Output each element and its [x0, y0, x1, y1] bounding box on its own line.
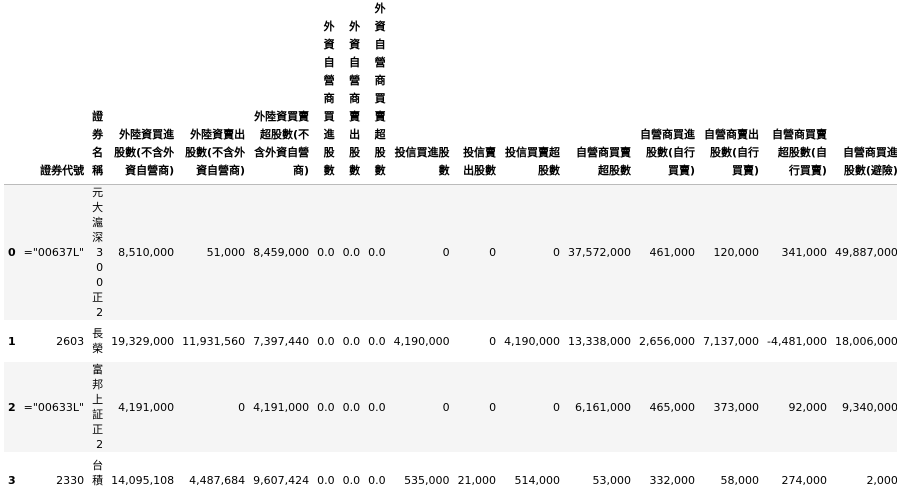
- table-cell: 461,000: [649, 246, 696, 259]
- table-cell: 0.0: [317, 400, 335, 414]
- row-index: 0: [8, 246, 16, 259]
- table-cell: 0: [442, 246, 450, 259]
- column-header: 外陸資賣出股數(不含外資自營商): [185, 128, 246, 177]
- header-row: 證券代號 證券名稱 外陸資買進股數(不含外資自營商) 外陸資賣出股數(不含外資自營商)…: [4, 0, 897, 185]
- table-cell: 0: [489, 334, 497, 348]
- column-header: 自營商賣出股數(自行買賣): [704, 128, 759, 177]
- table-cell: 7,137,000: [703, 334, 759, 348]
- table-cell: 4,191,000: [253, 400, 310, 414]
- column-header: 外資自營商買進股數: [323, 20, 335, 177]
- index-header: [4, 0, 20, 185]
- table-cell: 49,887,000: [834, 246, 897, 259]
- table-body: 0 ="00637L" 元大滬深300正2 8,510,000 51,000 8,459,…: [4, 184, 897, 489]
- table-cell: 13,338,000: [568, 334, 632, 348]
- table-cell: 6,161,000: [575, 400, 632, 414]
- table-row: 0 ="00637L" 元大滬深300正2 8,510,000 51,000 8,459,…: [4, 184, 897, 320]
- table-row: 2 ="00633L" 富邦上証正2 4,191,000 0 4,191,000 0.0 0.…: [4, 362, 897, 452]
- table-cell: 4,190,000: [504, 334, 561, 348]
- column-header: 自營商買賣超股數(自行買賣): [771, 128, 827, 177]
- table-cell: 37,572,000: [568, 246, 632, 259]
- column-header: 外陸資買賣超股數(不含外資自營商): [254, 110, 310, 177]
- table-cell: 341,000: [781, 246, 827, 259]
- table-cell: 9,340,000: [841, 400, 897, 414]
- column-header: 自營商買賣超股數: [576, 146, 632, 177]
- table-cell: 51,000: [206, 246, 246, 259]
- column-header: 外陸資買進股數(不含外資自營商): [114, 128, 175, 177]
- dataframe-table: 證券代號 證券名稱 外陸資買進股數(不含外資自營商) 外陸資賣出股數(不含外資自營商)…: [4, 0, 897, 489]
- row-index: 2: [8, 400, 16, 414]
- row-index: 3: [8, 473, 16, 487]
- table-cell: 92,000: [788, 400, 827, 414]
- table-cell: 0: [553, 400, 561, 414]
- table-cell: 0.0: [368, 400, 386, 414]
- table-cell: 0.0: [342, 473, 361, 487]
- column-header: 投信買進股數: [394, 146, 450, 177]
- table-cell: 274,000: [781, 473, 827, 487]
- column-header: 自營商買進股數(自行買賣): [640, 128, 696, 177]
- stock-name-cell: 長榮: [92, 327, 104, 355]
- table-cell: 4,191,000: [118, 400, 175, 414]
- column-header: 證券代號: [40, 164, 85, 177]
- stock-name-cell: 富邦上証正2: [92, 363, 104, 451]
- table-cell: 0: [553, 246, 561, 259]
- table-cell: 332,000: [649, 473, 696, 487]
- table-cell: 19,329,000: [111, 334, 175, 348]
- table-cell: 2603: [56, 334, 85, 348]
- table-cell: 4,190,000: [393, 334, 450, 348]
- table-cell: 2330: [56, 473, 85, 487]
- table-cell: 0: [238, 400, 246, 414]
- table-cell: 0: [489, 246, 497, 259]
- column-header: 投信買賣超股數: [505, 146, 561, 177]
- stock-name-cell: 元大滬深300正2: [92, 186, 104, 319]
- table-cell: 0: [442, 400, 450, 414]
- row-index: 1: [8, 334, 16, 348]
- table-cell: 21,000: [457, 473, 497, 487]
- table-cell: 0.0: [317, 334, 335, 348]
- table-cell: 8,510,000: [118, 246, 175, 259]
- table-cell: 7,397,440: [253, 334, 310, 348]
- table-cell: 465,000: [649, 400, 696, 414]
- table-cell: 0.0: [368, 473, 386, 487]
- table-cell: 535,000: [404, 473, 450, 487]
- table-cell: 18,006,000: [834, 334, 897, 348]
- table-cell: 514,000: [514, 473, 561, 487]
- column-header: 證券名稱: [92, 110, 104, 177]
- column-header: 自營商買進股數(避險): [842, 146, 897, 177]
- table-cell: 11,931,560: [182, 334, 246, 348]
- table-cell: 53,000: [592, 473, 632, 487]
- table-cell: 0.0: [342, 334, 361, 348]
- table-cell: 4,487,684: [189, 473, 246, 487]
- table-row: 3 2330 台積電 14,095,108 4,487,684 9,607,424 0.0 0…: [4, 452, 897, 489]
- table-cell: 0.0: [317, 246, 335, 259]
- table-cell: ="00633L": [23, 400, 85, 414]
- table-cell: 58,000: [720, 473, 760, 487]
- table-cell: 0.0: [368, 246, 386, 259]
- table-row: 1 2603 長榮 19,329,000 11,931,560 7,397,440 0.0 0…: [4, 320, 897, 362]
- table-cell: 120,000: [713, 246, 760, 259]
- table-cell: 8,459,000: [253, 246, 310, 259]
- table-cell: 9,607,424: [253, 473, 310, 487]
- table-cell: -4,481,000: [767, 334, 827, 348]
- column-header: 投信賣出股數: [463, 146, 497, 177]
- table-cell: 373,000: [713, 400, 760, 414]
- table-cell: 0.0: [317, 473, 335, 487]
- table-cell: 2,656,000: [639, 334, 696, 348]
- table-cell: 14,095,108: [111, 473, 175, 487]
- table-cell: 0.0: [342, 246, 361, 259]
- table-cell: 0.0: [342, 400, 361, 414]
- stock-name-cell: 台積電: [92, 458, 104, 489]
- column-header: 外資自營商賣出股數: [349, 20, 361, 177]
- table-cell: 2,000: [866, 473, 897, 487]
- table-cell: 0: [489, 400, 497, 414]
- column-header: 外資自營商買賣超股數: [374, 2, 386, 177]
- table-cell: 0.0: [368, 334, 386, 348]
- table-cell: ="00637L": [23, 246, 85, 259]
